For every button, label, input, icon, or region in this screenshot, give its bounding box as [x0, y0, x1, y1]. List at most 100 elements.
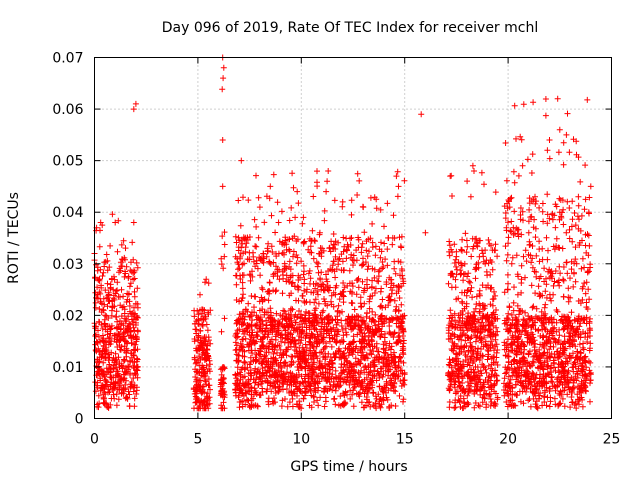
data-point [121, 368, 128, 375]
data-point [550, 291, 557, 298]
data-point [547, 398, 554, 405]
data-point [122, 270, 129, 277]
data-point [126, 363, 133, 370]
data-point [546, 137, 553, 143]
data-point [525, 397, 532, 404]
y-tick-label: 0.07 [52, 51, 83, 67]
data-point [328, 343, 335, 350]
data-point [121, 333, 128, 340]
data-point [126, 403, 133, 410]
data-point [396, 295, 403, 301]
data-point [463, 237, 470, 244]
data-point [130, 321, 137, 328]
data-point [321, 217, 328, 224]
data-point [457, 271, 464, 278]
data-point [220, 364, 227, 371]
data-point [252, 293, 259, 300]
data-point [130, 270, 137, 276]
data-point [253, 172, 259, 179]
data-point [196, 353, 203, 360]
data-point [253, 223, 260, 230]
data-point [267, 183, 274, 190]
data-point [560, 161, 567, 168]
data-point [92, 289, 99, 296]
data-point [99, 332, 106, 339]
data-point [446, 399, 453, 405]
data-point [536, 204, 543, 211]
data-point [332, 367, 339, 374]
data-point [358, 249, 365, 256]
data-point [201, 313, 208, 320]
data-point [120, 358, 127, 365]
data-point [529, 151, 536, 158]
data-point [372, 243, 379, 250]
data-point [96, 243, 103, 250]
data-point [351, 338, 358, 345]
data-point [525, 229, 532, 236]
data-point [102, 287, 109, 294]
data-point [392, 308, 399, 315]
data-point [205, 376, 212, 382]
data-point [552, 224, 559, 231]
data-point [95, 359, 101, 366]
data-point [485, 237, 492, 243]
data-point [197, 356, 204, 363]
data-point [94, 295, 101, 302]
data-point [130, 276, 137, 283]
data-point [96, 400, 103, 407]
data-point [327, 383, 334, 390]
data-point [94, 339, 101, 346]
data-point [117, 346, 124, 353]
data-point [511, 102, 518, 109]
data-point [446, 242, 453, 249]
data-point [131, 293, 138, 300]
data-point [384, 262, 391, 269]
data-point [332, 253, 339, 260]
data-point [117, 318, 123, 324]
data-point [584, 96, 591, 103]
data-point [280, 275, 287, 282]
data-point [506, 304, 513, 311]
data-point [322, 398, 329, 405]
data-point [351, 306, 358, 313]
y-tick-label: 0 [75, 412, 84, 428]
data-point [125, 323, 131, 330]
data-point [280, 307, 287, 314]
data-point [112, 361, 119, 368]
data-point [542, 301, 549, 308]
data-point [92, 274, 99, 281]
data-point [194, 381, 200, 388]
data-point [100, 307, 107, 314]
data-point [253, 243, 260, 250]
data-point [346, 267, 353, 274]
data-point [105, 298, 112, 304]
data-point [202, 349, 209, 356]
data-point [324, 178, 331, 185]
data-point [542, 288, 549, 295]
data-point [286, 217, 293, 224]
data-point [354, 192, 361, 198]
data-point [196, 370, 203, 376]
data-point [233, 272, 240, 279]
data-point [563, 131, 570, 138]
data-point [476, 287, 483, 294]
data-point [106, 368, 112, 375]
data-point [587, 315, 593, 322]
data-point [92, 347, 99, 354]
data-point [104, 267, 111, 274]
data-point [288, 204, 295, 211]
data-point [340, 299, 347, 306]
data-point [131, 370, 138, 377]
data-point [510, 168, 517, 175]
y-tick-label: 0.03 [52, 257, 83, 273]
data-point [581, 264, 588, 271]
data-point [349, 300, 356, 307]
data-point [119, 304, 126, 311]
data-point [105, 405, 112, 411]
data-point [418, 111, 425, 118]
data-point [370, 390, 376, 397]
data-point [245, 197, 252, 204]
data-point [508, 260, 515, 267]
data-point [197, 377, 204, 384]
data-point [508, 218, 515, 225]
